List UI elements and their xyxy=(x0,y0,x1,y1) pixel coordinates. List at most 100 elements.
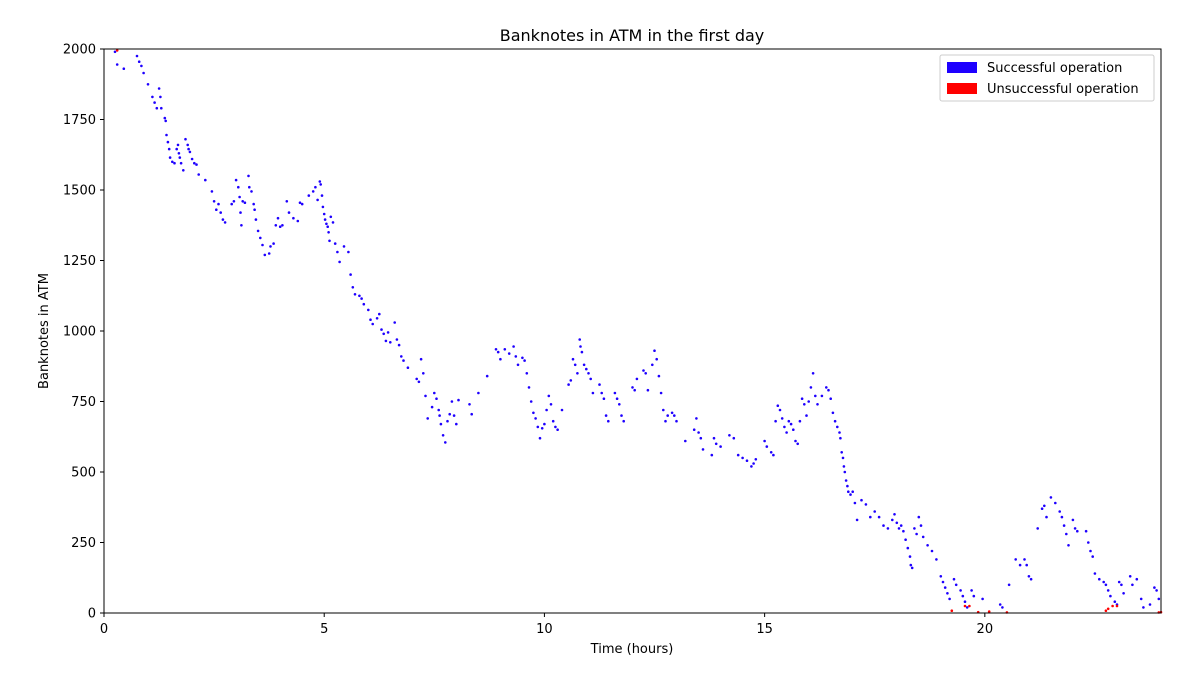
data-point-successful xyxy=(163,116,167,120)
data-point-successful xyxy=(930,549,934,553)
data-point-successful xyxy=(600,391,603,395)
data-point-successful xyxy=(803,403,806,406)
data-point-successful xyxy=(582,363,586,367)
data-point-successful xyxy=(673,414,676,417)
data-point-successful xyxy=(395,338,399,341)
data-point-successful xyxy=(644,372,647,375)
data-point-successful xyxy=(1104,583,1108,587)
data-point-successful xyxy=(342,245,346,248)
data-point-successful xyxy=(651,363,654,367)
data-point-successful xyxy=(745,459,749,463)
data-point-successful xyxy=(323,218,327,221)
data-point-unsuccessful xyxy=(1106,607,1110,611)
data-point-successful xyxy=(778,408,782,412)
data-point-successful xyxy=(468,403,471,406)
data-point-successful xyxy=(1054,501,1057,505)
data-point-successful xyxy=(252,202,255,206)
data-point-successful xyxy=(873,510,876,513)
data-point-successful xyxy=(331,221,335,224)
data-point-successful xyxy=(954,583,958,587)
data-point-unsuccessful xyxy=(1104,609,1108,612)
data-point-successful xyxy=(849,493,852,496)
data-point-successful xyxy=(380,328,383,331)
data-point-successful xyxy=(217,202,220,206)
data-point-successful xyxy=(607,419,610,423)
data-point-successful xyxy=(237,185,240,189)
data-point-successful xyxy=(433,391,436,395)
data-point-successful xyxy=(360,297,363,300)
data-point-successful xyxy=(598,383,601,386)
data-point-successful xyxy=(256,229,260,233)
data-point-successful xyxy=(358,294,361,298)
data-point-successful xyxy=(560,408,564,412)
data-point-successful xyxy=(573,363,577,367)
data-point-successful xyxy=(223,221,227,224)
data-point-successful xyxy=(807,400,810,403)
data-point-successful xyxy=(529,400,533,403)
data-point-successful xyxy=(1153,586,1156,589)
data-point-successful xyxy=(485,374,489,378)
data-point-successful xyxy=(261,243,264,247)
data-point-successful xyxy=(919,524,923,527)
data-point-successful xyxy=(895,521,899,525)
y-tick-label: 1250 xyxy=(63,254,96,269)
data-point-successful xyxy=(187,147,190,151)
data-point-successful xyxy=(455,422,458,426)
data-point-successful xyxy=(1093,572,1097,575)
data-point-successful xyxy=(165,133,168,137)
data-point-successful xyxy=(843,470,847,474)
legend-label-unsuccessful: Unsuccessful operation xyxy=(987,82,1139,97)
data-point-successful xyxy=(1014,558,1017,561)
data-point-successful xyxy=(438,414,441,417)
data-point-successful xyxy=(569,379,573,382)
data-point-successful xyxy=(375,317,379,320)
data-point-successful xyxy=(864,503,868,506)
data-point-successful xyxy=(926,544,929,547)
data-point-successful xyxy=(349,273,352,276)
legend-swatch-unsuccessful xyxy=(947,83,977,94)
data-point-successful xyxy=(278,225,282,228)
data-point-successful xyxy=(631,386,634,389)
data-point-successful xyxy=(250,190,253,193)
plot-frame xyxy=(103,48,1162,614)
data-point-successful xyxy=(267,252,271,255)
data-point-successful xyxy=(115,63,119,66)
data-point-successful xyxy=(549,403,553,406)
data-point-successful xyxy=(300,202,304,206)
data-point-successful xyxy=(248,185,251,189)
data-point-successful xyxy=(1060,515,1064,519)
data-point-successful xyxy=(1131,583,1134,587)
data-point-successful xyxy=(382,332,386,336)
data-point-successful xyxy=(319,183,323,186)
data-point-successful xyxy=(328,239,331,243)
data-point-successful xyxy=(869,515,872,519)
data-point-successful xyxy=(1071,518,1075,522)
data-point-successful xyxy=(847,490,850,494)
data-point-successful xyxy=(241,200,244,203)
data-point-successful xyxy=(311,190,315,193)
data-point-successful xyxy=(604,414,608,417)
data-point-successful xyxy=(710,453,714,457)
data-point-successful xyxy=(820,394,824,398)
data-point-successful xyxy=(1139,597,1143,601)
data-point-successful xyxy=(426,417,430,420)
data-point-successful xyxy=(921,535,925,539)
data-point-successful xyxy=(210,190,214,193)
data-point-successful xyxy=(816,403,819,406)
data-point-successful xyxy=(113,50,117,54)
data-point-successful xyxy=(415,377,419,381)
data-point-successful xyxy=(917,515,921,519)
data-point-successful xyxy=(763,439,766,443)
data-point-successful xyxy=(1045,515,1048,519)
data-point-successful xyxy=(860,498,863,502)
data-point-successful xyxy=(516,363,520,367)
data-point-successful xyxy=(314,185,317,189)
data-point-successful xyxy=(1091,555,1094,558)
data-point-successful xyxy=(450,400,454,403)
data-point-successful xyxy=(831,411,835,415)
data-point-successful xyxy=(397,343,401,347)
data-point-successful xyxy=(622,419,625,423)
data-point-successful xyxy=(159,95,162,99)
data-point-successful xyxy=(296,219,300,223)
